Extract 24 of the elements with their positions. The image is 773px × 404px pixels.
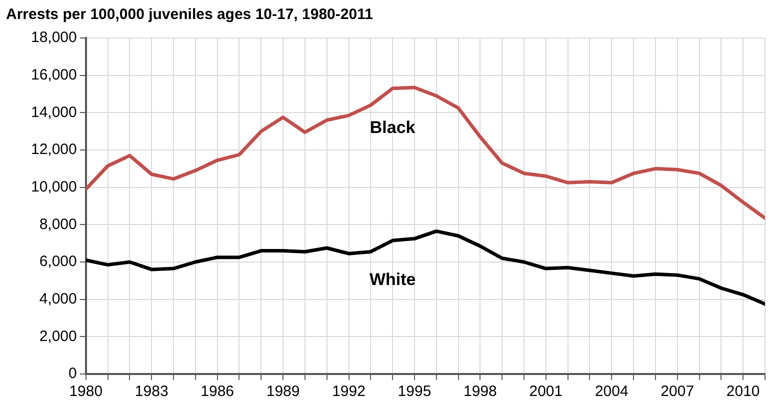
chart-title: Arrests per 100,000 juveniles ages 10-17, 1980-2011 bbox=[6, 6, 373, 23]
x-tick-label: 1980 bbox=[69, 383, 103, 400]
series-label: White bbox=[369, 270, 416, 290]
x-tick-label: 2001 bbox=[529, 383, 563, 400]
y-tick-label: 14,000 bbox=[30, 104, 77, 121]
x-tick-label: 2007 bbox=[660, 383, 694, 400]
x-tick-label: 1998 bbox=[464, 383, 497, 400]
y-tick-label: 6,000 bbox=[39, 253, 77, 270]
y-tick-label: 2,000 bbox=[39, 328, 77, 345]
x-tick-label: 1995 bbox=[398, 383, 432, 400]
x-tick-label: 2010 bbox=[726, 383, 760, 400]
y-tick-label: 12,000 bbox=[30, 141, 77, 158]
y-tick-label: 16,000 bbox=[30, 66, 77, 84]
y-tick-label: 18,000 bbox=[30, 29, 77, 46]
x-tick-label: 2004 bbox=[594, 383, 628, 400]
y-tick-label: 10,000 bbox=[30, 178, 77, 196]
y-tick-label: 8,000 bbox=[39, 216, 77, 233]
x-tick-label: 1989 bbox=[266, 383, 300, 400]
y-tick-label: 4,000 bbox=[39, 290, 77, 308]
series-label: Black bbox=[370, 118, 416, 138]
x-tick-label: 1986 bbox=[200, 383, 234, 400]
y-tick-label: 0 bbox=[68, 365, 77, 382]
x-tick-label: 1992 bbox=[332, 383, 366, 400]
x-tick-label: 1983 bbox=[134, 383, 168, 400]
